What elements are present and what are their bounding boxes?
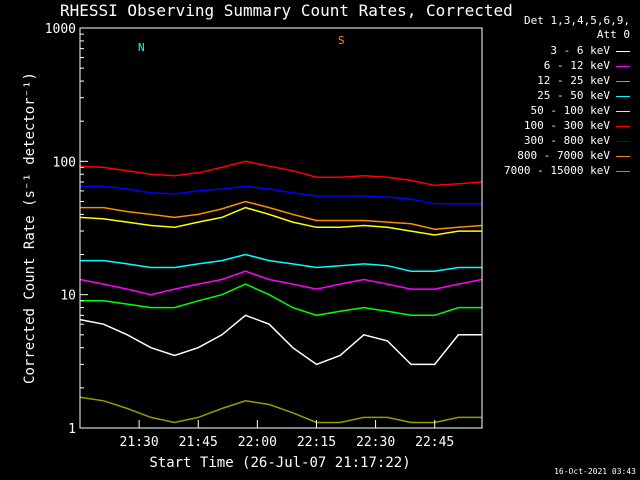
legend-entry: 7000 - 15000 keV	[504, 164, 630, 178]
x-tick-label-1: 21:45	[179, 435, 218, 450]
series-line-0	[79, 314, 482, 366]
night-label: N	[138, 41, 145, 54]
series-line-5	[79, 160, 483, 187]
legend-label: 25 - 50 keV	[537, 89, 610, 102]
x-tick-label-0: 21:30	[120, 435, 159, 450]
x-tick-label-3: 22:15	[297, 435, 336, 450]
legend-entry: 100 - 300 keV	[524, 119, 630, 133]
series-line-7	[80, 200, 483, 230]
legend-entry: 50 - 100 keV	[531, 104, 630, 118]
footer-timestamp: 16-Oct-2021 03:43	[554, 467, 636, 476]
legend-entry: 300 - 800 keV	[524, 134, 630, 148]
x-tick-label-2: 22:00	[238, 435, 277, 450]
x-tick-label-5: 22:45	[415, 435, 454, 450]
legend-swatch	[616, 170, 630, 172]
legend-entry: 800 - 7000 keV	[517, 149, 630, 163]
x-axis-label: Start Time (26-Jul-07 21:17:22)	[149, 455, 410, 471]
y-tick-label-1: 10	[60, 289, 76, 304]
legend-swatch	[616, 65, 630, 67]
legend-label: 6 - 12 keV	[543, 59, 610, 72]
legend-swatch	[616, 80, 630, 82]
legend-entry: 12 - 25 keV	[537, 74, 630, 88]
y-tick-label-3: 1000	[45, 22, 76, 37]
y-tick-label-0: 1	[68, 422, 76, 437]
plot-area: NS	[79, 34, 483, 424]
y-axis-label: Corrected Count Rate (s⁻¹ detector⁻¹)	[22, 72, 38, 384]
series-line-4	[79, 206, 482, 236]
legend-swatch	[616, 140, 630, 142]
series-line-6	[80, 185, 482, 205]
legend-label: 800 - 7000 keV	[517, 149, 610, 162]
y-tick-label-2: 100	[53, 155, 76, 170]
legend-swatch	[616, 125, 630, 127]
legend-header-line2: Att 0	[596, 28, 630, 41]
legend-entry: 25 - 50 keV	[537, 89, 630, 103]
series-line-1	[79, 270, 483, 296]
legend-label: 300 - 800 keV	[523, 134, 610, 147]
series-line-2	[80, 283, 482, 317]
legend-label: 100 - 300 keV	[523, 119, 610, 132]
legend-swatch	[616, 155, 630, 157]
legend-label: 50 - 100 keV	[530, 104, 610, 117]
legend-swatch	[616, 50, 630, 52]
series-line-3	[80, 253, 482, 272]
legend-header-line1: Det 1,3,4,5,6,9,	[524, 14, 630, 27]
legend-swatch	[616, 95, 630, 97]
legend-entry: 3 - 6 keV	[550, 44, 630, 58]
chart-title: RHESSI Observing Summary Count Rates, Co…	[60, 1, 513, 20]
plot-frame	[79, 27, 483, 429]
legend-label: 12 - 25 keV	[537, 74, 610, 87]
saa-label: S	[338, 34, 345, 47]
legend-entry: 6 - 12 keV	[544, 59, 630, 73]
series-line-8	[79, 396, 482, 424]
legend-label: 7000 - 15000 keV	[504, 164, 610, 177]
legend-header: Det 1,3,4,5,6,9, Att 0	[524, 14, 630, 42]
legend-swatch	[616, 110, 630, 112]
legend-label: 3 - 6 keV	[550, 44, 610, 57]
x-tick-label-4: 22:30	[356, 435, 395, 450]
axis-ticks: 1 10 100 1000 21:30 21:45 22:00 22:15 22:30 22:45	[45, 22, 455, 450]
